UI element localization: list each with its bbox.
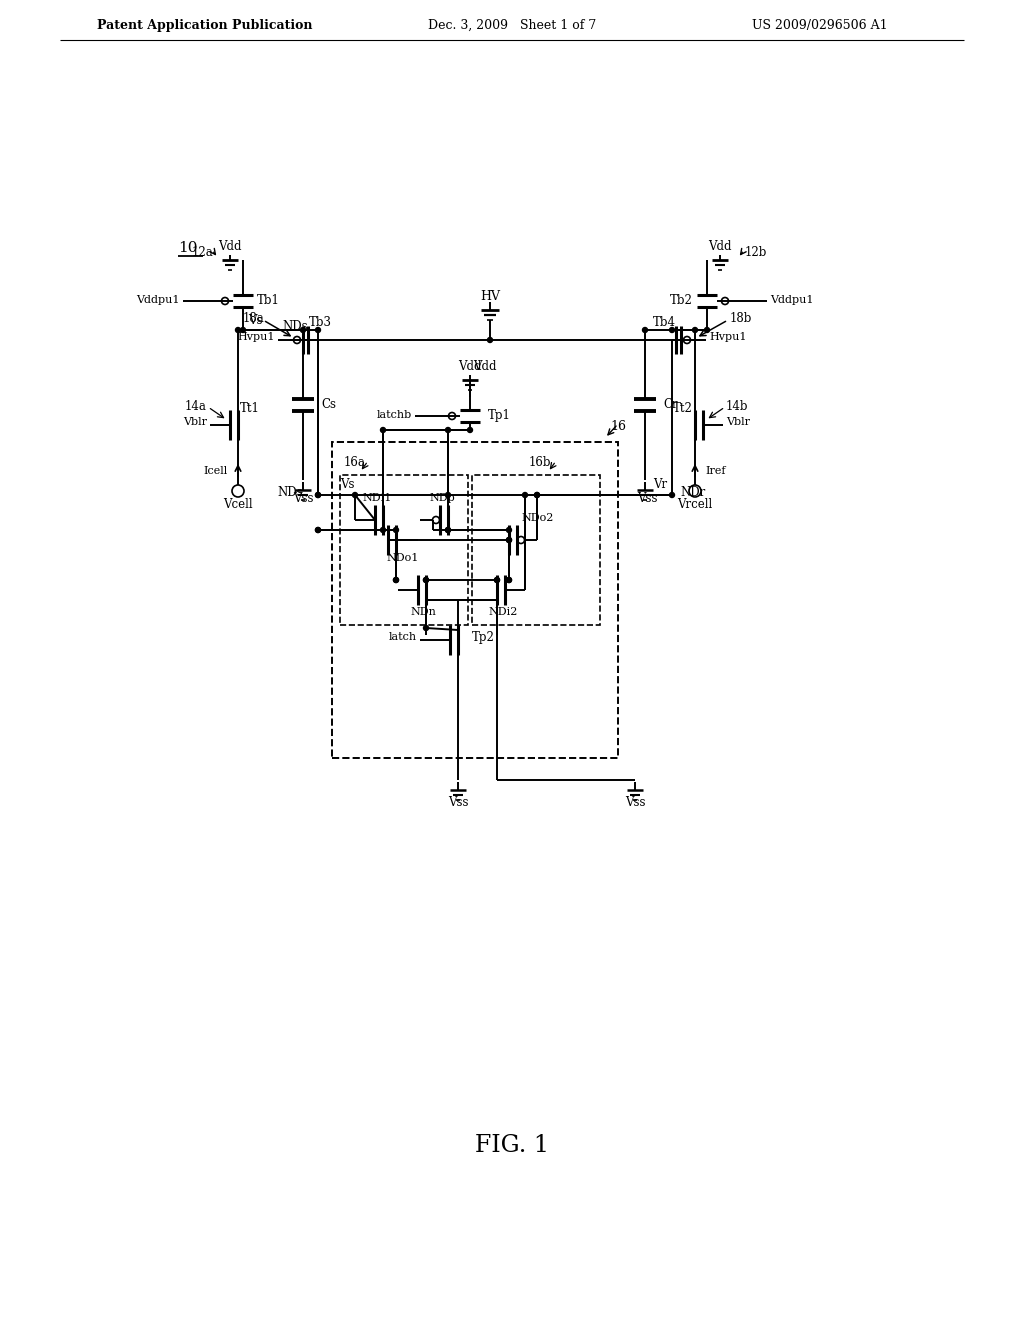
Circle shape [522,492,527,498]
Circle shape [424,626,428,631]
Circle shape [315,492,321,498]
Circle shape [315,492,321,498]
Text: Vdd: Vdd [709,240,732,253]
Text: Vddpu1: Vddpu1 [136,294,180,305]
Text: Tp1: Tp1 [488,408,511,421]
Text: Vdd: Vdd [473,359,497,372]
Circle shape [315,528,321,532]
Circle shape [507,578,512,582]
Circle shape [393,528,398,532]
Text: Icell: Icell [204,466,228,477]
Text: Vs: Vs [248,314,262,326]
Text: Tb3: Tb3 [308,317,332,330]
Text: 10: 10 [178,242,198,255]
Circle shape [535,492,540,498]
Text: Vss: Vss [637,491,657,504]
Text: Tp2: Tp2 [472,631,495,644]
Circle shape [381,428,385,433]
Text: Cs: Cs [321,399,336,412]
Circle shape [507,528,512,532]
Text: 12b: 12b [745,246,767,259]
Bar [472,475,600,624]
Circle shape [315,528,321,532]
Text: Vss: Vss [625,796,645,808]
Text: Tt1: Tt1 [240,403,260,416]
Circle shape [535,492,540,498]
Text: 16: 16 [610,420,626,433]
Text: NDp: NDp [429,492,455,503]
Text: Vblr: Vblr [183,417,207,426]
Text: Tt2: Tt2 [673,403,693,416]
Circle shape [495,578,500,582]
Text: Tb1: Tb1 [257,293,280,306]
Text: FIG. 1: FIG. 1 [475,1134,549,1156]
Circle shape [692,327,697,333]
Text: US 2009/0296506 A1: US 2009/0296506 A1 [753,18,888,32]
Circle shape [300,327,305,333]
Text: latch: latch [389,632,417,642]
Text: Tb4: Tb4 [652,317,676,330]
Circle shape [241,327,246,333]
Circle shape [705,327,710,333]
Circle shape [424,578,428,582]
Bar [340,475,468,624]
Circle shape [393,578,398,582]
Text: Cr: Cr [663,399,678,412]
Circle shape [670,492,675,498]
Text: Vcell: Vcell [223,499,253,511]
Text: Vr: Vr [653,479,667,491]
Text: NDs: NDs [283,321,308,334]
Text: HV: HV [480,289,500,302]
Circle shape [495,578,500,582]
Text: NDs: NDs [278,486,303,499]
Text: Vdd: Vdd [459,360,481,374]
Text: Vddpu1: Vddpu1 [770,294,813,305]
Circle shape [487,338,493,342]
Text: Vss: Vss [447,796,468,808]
Circle shape [381,528,385,532]
Circle shape [445,528,451,532]
Circle shape [236,327,241,333]
Text: Patent Application Publication: Patent Application Publication [97,18,312,32]
Text: 12a: 12a [191,246,213,259]
Circle shape [507,537,512,543]
Circle shape [315,327,321,333]
Text: NDo2: NDo2 [522,513,554,523]
Text: latchb: latchb [377,411,412,420]
Text: NDr: NDr [680,486,706,499]
Circle shape [352,492,357,498]
Text: 18b: 18b [730,312,753,325]
Text: 16b: 16b [528,457,551,470]
Text: NDn: NDn [410,607,436,616]
Text: Vblr: Vblr [726,417,750,426]
Circle shape [670,327,675,333]
Text: NDi1: NDi1 [362,492,392,503]
Circle shape [445,492,451,498]
Circle shape [507,537,512,543]
Text: Vdd: Vdd [218,240,242,253]
Text: 18a: 18a [243,312,264,325]
Text: Vrcell: Vrcell [677,499,713,511]
Text: NDo1: NDo1 [387,553,419,564]
Text: 16a: 16a [344,457,366,470]
Text: Hvpu1: Hvpu1 [709,333,746,342]
Text: 14b: 14b [726,400,749,413]
Circle shape [468,428,472,433]
Text: NDi2: NDi2 [488,607,518,616]
Text: Vss: Vss [293,491,313,504]
Circle shape [642,327,647,333]
Text: 14a: 14a [185,400,207,413]
Bar [332,442,618,758]
Circle shape [445,528,451,532]
Circle shape [507,578,512,582]
Text: Tb2: Tb2 [670,293,693,306]
Circle shape [445,428,451,433]
Text: Hvpu1: Hvpu1 [238,333,275,342]
Text: Vs: Vs [340,479,354,491]
Text: Dec. 3, 2009   Sheet 1 of 7: Dec. 3, 2009 Sheet 1 of 7 [428,18,596,32]
Circle shape [393,578,398,582]
Text: Iref: Iref [705,466,725,477]
Circle shape [424,578,428,582]
